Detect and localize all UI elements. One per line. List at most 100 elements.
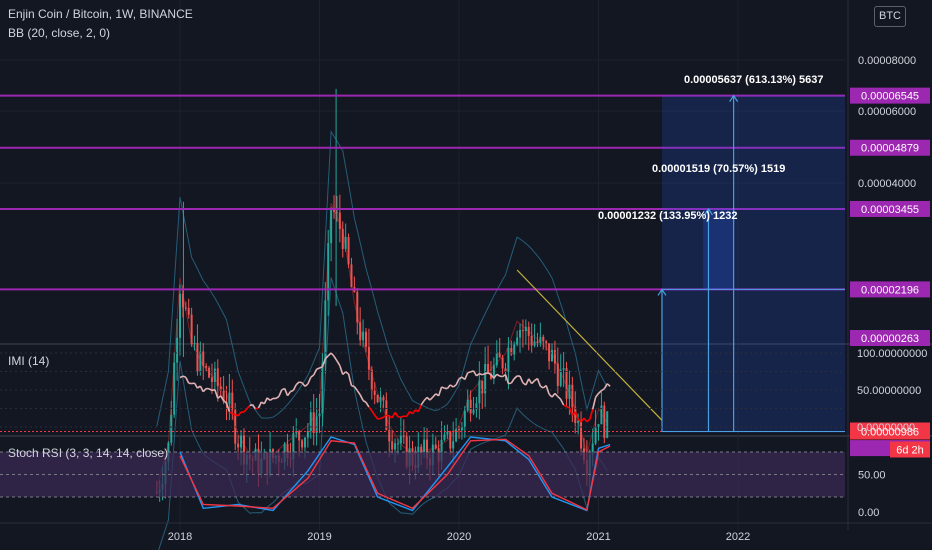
candle-body [548, 343, 551, 362]
candle-body [524, 326, 527, 332]
imi-line-segment [251, 404, 257, 410]
candle-body [359, 322, 362, 341]
imi-line-segment [386, 414, 390, 417]
imi-line-segment [432, 393, 437, 398]
imi-line-segment [481, 372, 486, 376]
candle-body [367, 346, 370, 370]
imi-line-segment [345, 371, 350, 375]
imi-line-segment [255, 407, 259, 410]
candle-body [507, 347, 510, 372]
candle-body [222, 391, 225, 402]
candle-body [199, 351, 202, 372]
level-price-label[interactable]: 0.00003455 [861, 204, 919, 216]
bb-indicator-label[interactable]: BB (20, close, 2, 0) [8, 26, 111, 40]
price-axis[interactable]: 0.00008000 0.00006000 0.00004000 0.00006545… [850, 55, 930, 519]
imi-line-segment [228, 411, 233, 415]
candle-body [446, 431, 449, 435]
level-price-label[interactable]: 0.00006545 [861, 91, 919, 103]
candle-body [286, 443, 289, 459]
candle-body [312, 412, 315, 434]
imi-line-segment [394, 411, 399, 418]
imi-line-segment [603, 383, 608, 390]
candle-body [228, 392, 231, 405]
level-price-label[interactable]: 0.00002196 [861, 284, 919, 296]
imi-line-segment [234, 413, 239, 417]
candle-body [388, 429, 391, 442]
imi-line-segment [455, 378, 460, 386]
imi-line-segment [589, 409, 594, 420]
projection-arrow-head[interactable] [703, 207, 713, 216]
candle-body [591, 443, 594, 455]
candle-body [458, 429, 460, 431]
candle-body [298, 431, 301, 441]
imi-line-segment [237, 411, 242, 417]
candle-body [553, 350, 556, 364]
imi-line-segment [359, 394, 364, 401]
imi-line-segment [449, 384, 454, 388]
candle-body [472, 409, 475, 414]
candle-body [492, 365, 495, 379]
level-price-label-bg[interactable] [850, 200, 930, 217]
time-axis[interactable]: 2018 2019 2020 2021 2022 [0, 522, 932, 543]
candle-body [469, 399, 472, 414]
candle-body [216, 368, 219, 387]
currency-button[interactable]: BTC [874, 6, 906, 27]
imi-line-segment [193, 382, 199, 389]
candle-body [426, 439, 429, 459]
level-price-label-bg[interactable] [850, 281, 930, 298]
imi-line-segment [525, 378, 530, 386]
imi-label[interactable]: IMI (14) [8, 354, 50, 368]
imi-axis-tick: 50.00000000 [857, 385, 921, 397]
last-price-label: 0.00000986 [861, 427, 919, 439]
candle-body [210, 377, 213, 382]
imi-line-segment [243, 408, 248, 413]
level-price-label[interactable]: 0.00000263 [861, 333, 919, 345]
level-price-label-bg[interactable] [850, 330, 930, 346]
imi-line-segment [606, 383, 611, 387]
level-price-label[interactable]: 0.00004879 [861, 143, 919, 155]
drawings[interactable]: 0.00005637 (613.13%) 5637 0.00001519 (70.… [516, 74, 845, 433]
candle-body [594, 426, 597, 444]
imi-line-segment [342, 371, 347, 376]
trendline[interactable] [516, 269, 663, 421]
candle-body [481, 380, 484, 394]
imi-line-segment [554, 392, 559, 398]
imi-line-segment [220, 395, 225, 401]
candle-body [350, 264, 353, 288]
imi-line-segment [586, 418, 591, 423]
stoch-k-line [179, 436, 611, 512]
candle-body [306, 430, 309, 438]
projection-box[interactable] [661, 95, 845, 433]
level-price-label-bg[interactable] [850, 139, 930, 156]
imi-line-segment [574, 411, 579, 420]
candle-body [303, 437, 306, 448]
stoch-rsi-label[interactable]: Stoch RSI (3, 3, 14, 14, close) [8, 446, 169, 460]
candle-body [190, 314, 193, 345]
imi-line-segment [266, 397, 271, 401]
candle-body [519, 330, 522, 338]
imi-line-segment [182, 375, 187, 379]
candle-body [542, 336, 545, 342]
time-axis-tick: 2021 [586, 531, 610, 543]
candle-body [498, 352, 501, 358]
projection-arrow-head[interactable] [729, 94, 739, 102]
candle-body [495, 352, 498, 366]
level-price-label-bg[interactable] [850, 87, 930, 104]
imi-line-segment [275, 395, 280, 400]
imi-line-segment [324, 355, 329, 360]
projection-annotation: 0.00001519 (70.57%) 1519 [652, 163, 785, 175]
candle-body [521, 330, 524, 332]
imi-line-segment [347, 373, 353, 386]
candle-body [370, 369, 373, 391]
imi-line-segment [257, 401, 263, 409]
candle-body [237, 443, 240, 448]
imi-line-segment [519, 375, 524, 384]
price-axis-tick: 0.00004000 [858, 178, 916, 190]
candle-body [347, 237, 350, 265]
imi-line-segment [560, 398, 565, 406]
candle-body [577, 420, 580, 423]
candle-body [423, 439, 426, 453]
candle-body [318, 413, 321, 417]
imi-line-segment [232, 412, 236, 416]
